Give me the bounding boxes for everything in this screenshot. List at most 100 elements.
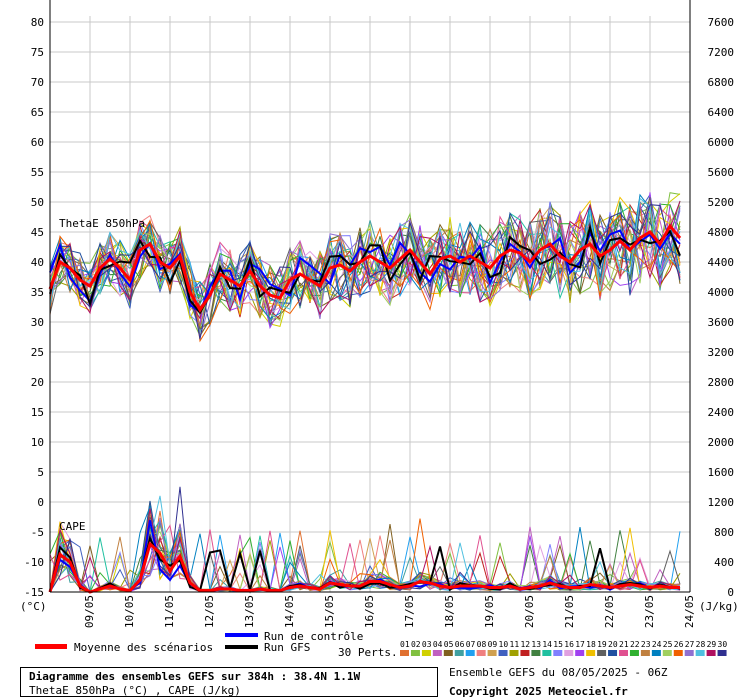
legend-pert-swatch [640,650,650,656]
date-tick-label: 13/05 [243,595,256,628]
legend-pert-swatch [586,650,596,656]
left-tick-label: -15 [24,586,44,599]
legend-pert-id: 25 [663,640,673,649]
legend-pert-swatch [651,650,661,656]
legend-pert-id: 10 [499,640,509,649]
legend-pert-swatch [542,650,552,656]
left-tick-label: 75 [31,46,44,59]
left-tick-label: -10 [24,556,44,569]
legend-pert-id: 19 [597,640,607,649]
chart-legend: Moyenne des scénarios Run de contrôle Ru… [35,630,727,659]
left-tick-label: 35 [31,286,44,299]
right-tick-label: 6800 [708,76,735,89]
legend-pert-id: 14 [542,640,552,649]
date-tick-label: 15/05 [323,595,336,628]
legend-pert-id: 23 [641,640,651,649]
right-tick-label: 7200 [708,46,735,59]
right-tick-label: 2800 [708,376,735,389]
left-tick-label: 60 [31,136,44,149]
date-tick-label: 16/05 [363,595,376,628]
left-axis-unit: (°C) [20,600,47,613]
title-box: Diagramme des ensembles GEFS sur 384h : … [20,667,438,697]
legend-pert-swatch [487,650,497,656]
legend-pert-id: 29 [707,640,717,649]
date-tick-label: 24/05 [683,595,696,628]
date-tick-label: 09/05 [83,595,96,628]
legend-pert-id: 04 [433,640,443,649]
left-tick-label: 40 [31,256,44,269]
thetae-member-line [49,201,681,320]
legend-pert-id: 24 [652,640,662,649]
cape-member-line [49,508,681,593]
copyright: Copyright 2025 Meteociel.fr [449,685,628,698]
legend-pert-id: 13 [531,640,541,649]
date-tick-label: 23/05 [643,595,656,628]
left-tick-label: 55 [31,166,44,179]
left-tick-label: 15 [31,406,44,419]
right-tick-label: 6400 [708,106,735,119]
legend-pert-id: 26 [674,640,684,649]
cape-mean-line [48,541,680,594]
thetae-mean-line [48,223,682,313]
right-tick-label: 3600 [708,316,735,329]
right-tick-label: 5600 [708,166,735,179]
legend-pert-swatch [673,650,683,656]
left-tick-label: 25 [31,346,44,359]
legend-mean-swatch [35,644,67,649]
legend-pert-id: 05 [444,640,454,649]
legend-pert-id: 30 [718,640,728,649]
left-tick-label: 80 [31,16,44,29]
right-tick-label: 4000 [708,286,735,299]
legend-pert-id: 21 [619,640,629,649]
thetae-gfs-line [49,223,681,315]
legend-pert-id: 06 [455,640,465,649]
legend-pert-id: 11 [510,640,520,649]
right-tick-label: 1200 [708,496,735,509]
right-tick-label: 0 [727,586,734,599]
right-tick-label: 4800 [708,226,735,239]
chart-subtitle: ThetaE 850hPa (°C) , CAPE (J/kg) [29,684,241,697]
right-tick-label: 3200 [708,346,735,359]
legend-pert-id: 27 [685,640,695,649]
panel-label-cape: CAPE [59,520,86,533]
legend-pert-swatch [432,650,442,656]
chart-title: Diagramme des ensembles GEFS sur 384h : … [29,670,361,683]
legend-pert-id: 02 [411,640,421,649]
left-tick-label: 50 [31,196,44,209]
right-tick-label: 5200 [708,196,735,209]
legend-control-label: Run de contrôle [264,630,363,643]
legend-pert-swatch [476,650,486,656]
right-tick-label: 2400 [708,406,735,419]
right-tick-label: 1600 [708,466,735,479]
legend-pert-swatch [410,650,420,656]
legend-pert-swatch [706,650,716,656]
legend-pert-swatch [531,650,541,656]
legend-pert-swatch [553,650,563,656]
thetae-member-line [49,205,681,308]
legend-pert-swatch [443,650,453,656]
legend-pert-id: 18 [586,640,596,649]
legend-pert-id: 07 [466,640,476,649]
legend-pert-id: 01 [400,640,410,649]
right-tick-label: 7600 [708,16,735,29]
legend-pert-id: 12 [520,640,530,649]
legend-pert-swatch [695,650,705,656]
left-tick-label: 65 [31,106,44,119]
left-tick-label: 5 [37,466,44,479]
legend-pert-swatch [662,650,672,656]
chart-grid [49,16,691,593]
date-tick-label: 21/05 [563,595,576,628]
legend-pert-id: 17 [575,640,585,649]
right-tick-label: 2000 [708,436,735,449]
legend-mean-label: Moyenne des scénarios [74,641,213,654]
legend-pert-swatch [509,650,519,656]
right-axis-unit: (J/kg) [699,600,739,613]
date-tick-label: 10/05 [123,595,136,628]
main-series [48,223,682,594]
left-tick-label: 30 [31,316,44,329]
left-tick-label: 45 [31,226,44,239]
legend-pert-swatch [520,650,530,656]
legend-pert-swatch [684,650,694,656]
legend-pert-swatch [454,650,464,656]
legend-pert-id: 08 [477,640,487,649]
